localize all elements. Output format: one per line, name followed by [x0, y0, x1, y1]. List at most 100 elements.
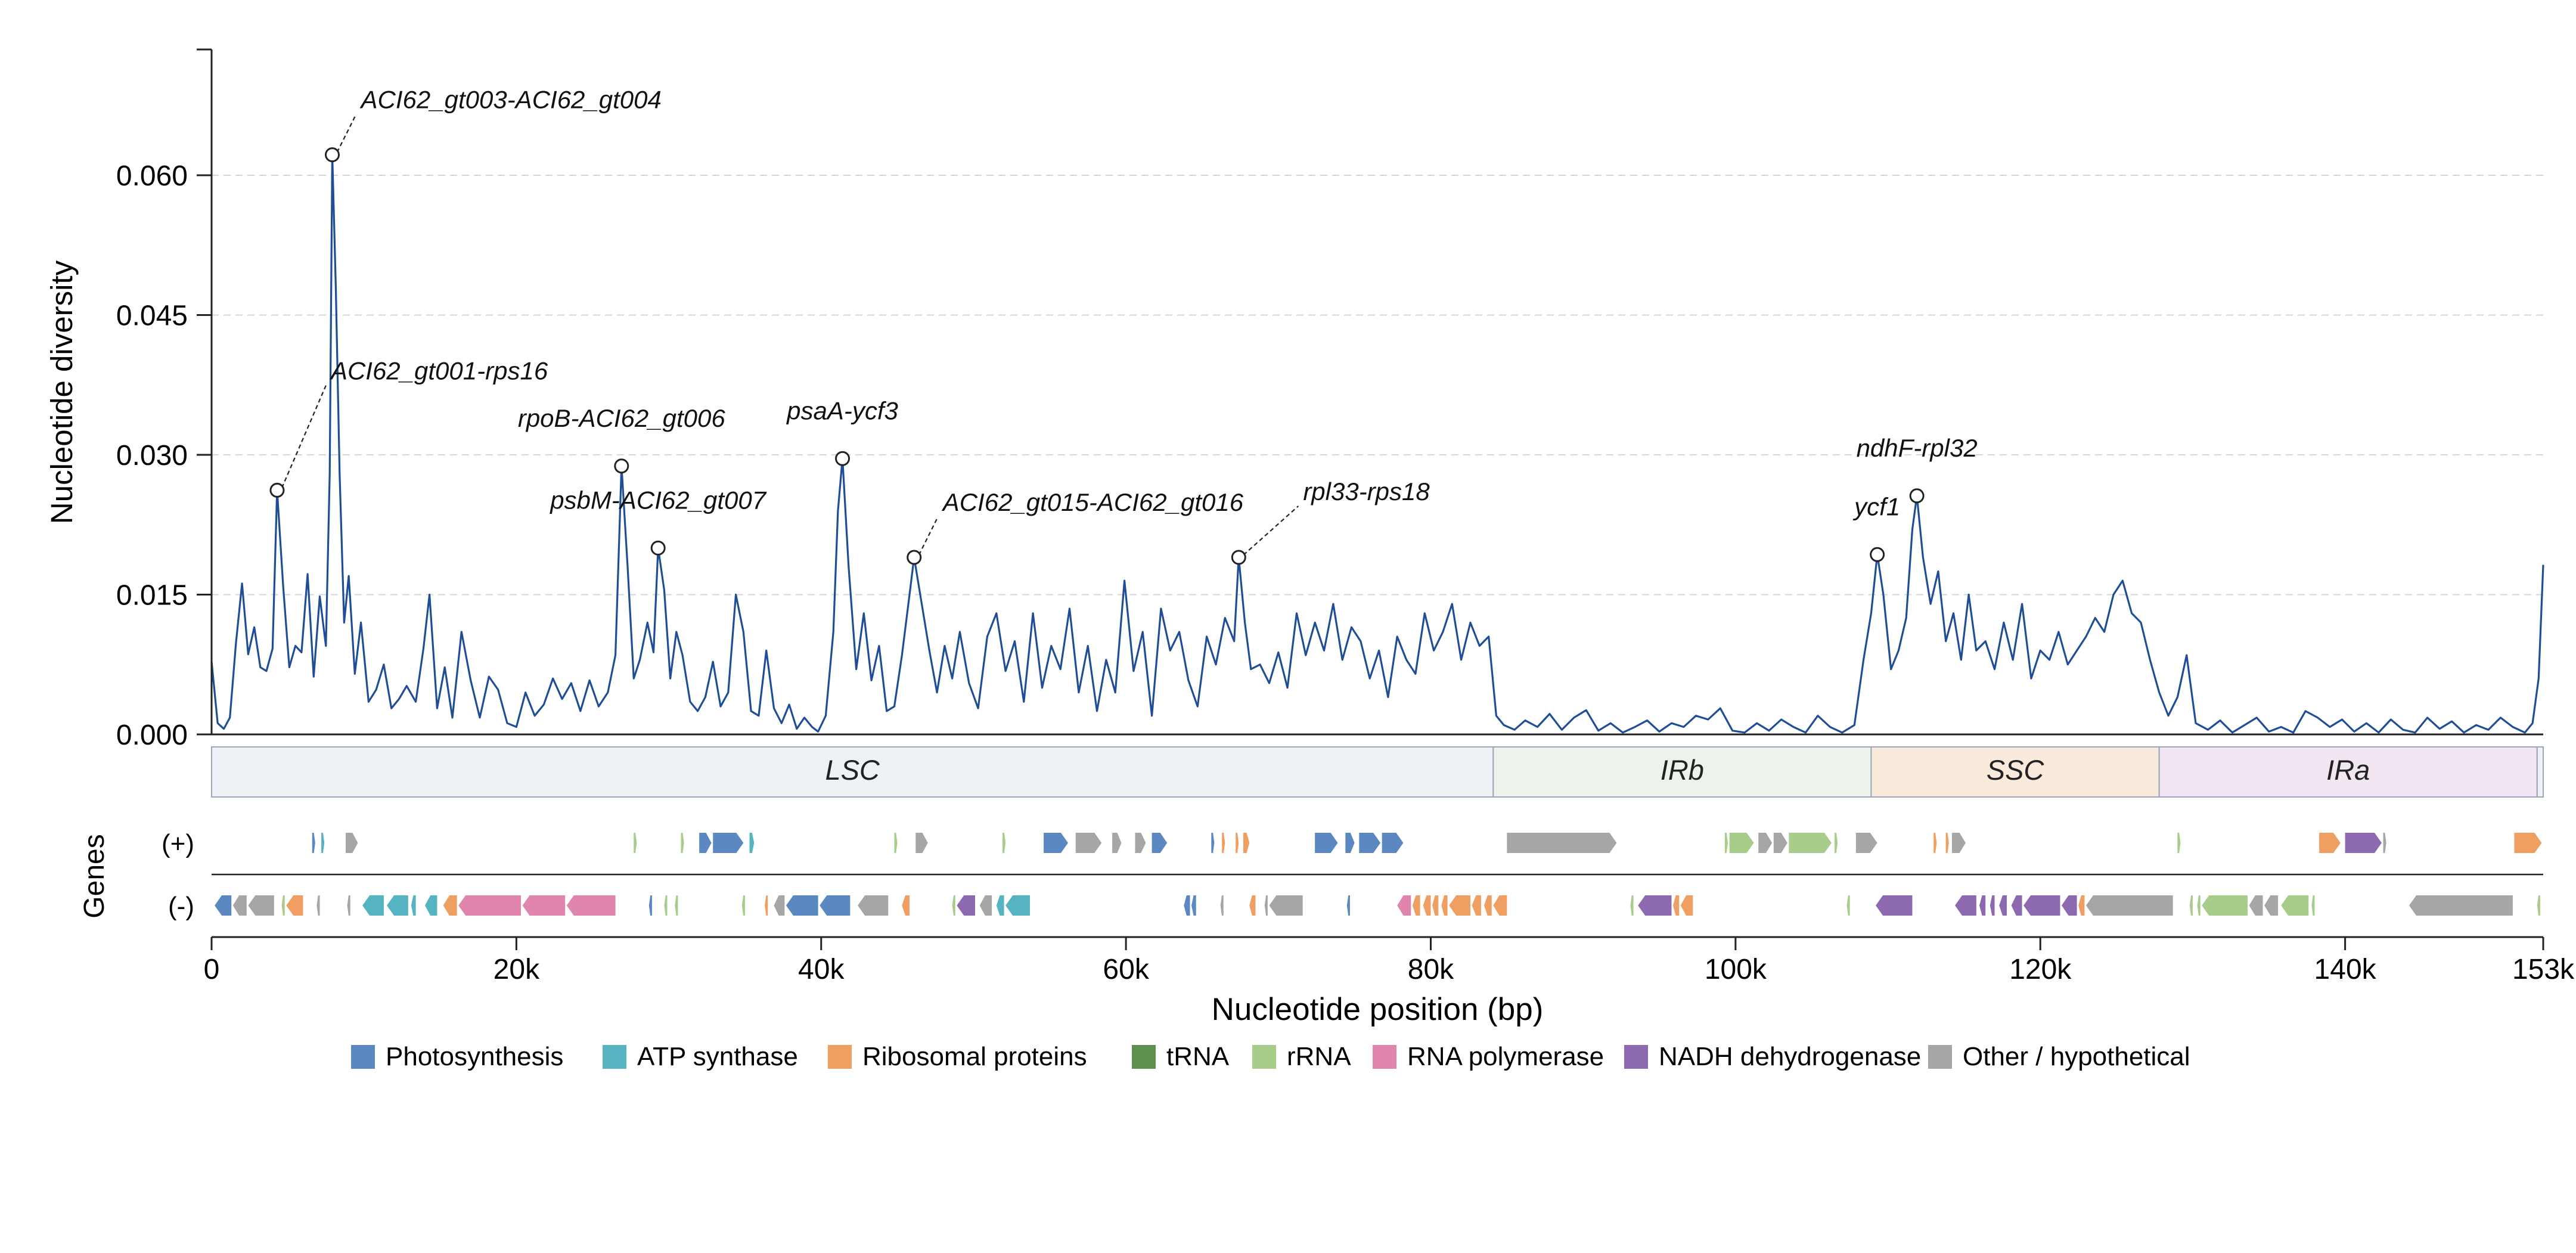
region-track: LSC IRb SSC IRa: [211, 746, 2544, 798]
gene-arrow: [1955, 895, 1976, 916]
gene-arrow: [1075, 833, 1102, 853]
gene-arrow: [566, 895, 616, 916]
peak-label: rpl33-rps18: [1303, 477, 1430, 505]
peak-marker: [650, 540, 666, 556]
y-tick-label: 0.030: [116, 440, 188, 472]
gene-arrow: [1359, 833, 1381, 853]
gene-arrow: [699, 833, 712, 853]
genes-track-title: Genes: [79, 834, 110, 918]
region-label: IRa: [2326, 754, 2370, 786]
peak-marker: [1231, 550, 1246, 565]
gene-arrow: [2023, 895, 2060, 916]
gene-arrow: [2197, 895, 2201, 916]
gene-arrow: [741, 895, 745, 916]
gene-arrow: [1933, 833, 1937, 853]
gene-arrow: [1003, 833, 1006, 853]
gene-arrow: [675, 895, 678, 916]
legend-swatch: [1132, 1045, 1156, 1069]
gene-arrow: [387, 895, 408, 916]
gene-arrow: [1315, 833, 1338, 853]
peak-annotations: ACI62_gt003-ACI62_gt004 ACI62_gt001-rps16…: [269, 86, 1978, 565]
x-tick-label: 80k: [1408, 954, 1454, 985]
gene-arrow: [2062, 895, 2077, 916]
gene-arrow: [774, 895, 785, 916]
region-band: [1870, 746, 2160, 798]
gene-arrow: [2189, 895, 2193, 916]
gene-track: (+) (-): [162, 829, 2542, 921]
gene-arrow: [765, 895, 768, 916]
legend-swatch: [603, 1045, 626, 1069]
gene-arrow: [1044, 833, 1068, 853]
gene-arrow: [1397, 895, 1411, 916]
gene-arrow: [1990, 895, 1995, 916]
gene-arrow: [1236, 833, 1239, 853]
peak-leader-line: [918, 516, 939, 556]
gene-arrow: [1135, 833, 1146, 853]
legend-swatch: [1624, 1045, 1648, 1069]
strand-label: (-): [168, 892, 194, 921]
gene-arrow: [1345, 833, 1355, 853]
gene-arrow: [2409, 895, 2513, 916]
gene-arrow: [2345, 833, 2382, 853]
gene-arrow: [281, 895, 285, 916]
gene-arrow: [952, 895, 955, 916]
gene-arrow: [2281, 895, 2309, 916]
peak-marker: [835, 451, 851, 466]
gene-arrow: [248, 895, 274, 916]
y-tick-label: 0.045: [116, 300, 188, 332]
gene-arrow: [2264, 895, 2279, 916]
legend: Photosynthesis ATP synthase Ribosomal prot…: [351, 1042, 2190, 1071]
peak-label: ndhF-rpl32: [1857, 434, 1978, 462]
gene-arrow: [681, 833, 684, 853]
gene-arrow: [522, 895, 566, 916]
gene-arrow: [458, 895, 522, 916]
legend-label: ATP synthase: [637, 1042, 798, 1071]
diversity-line: [210, 154, 2544, 734]
gene-arrow: [1945, 833, 1949, 853]
peak-marker: [1870, 547, 1885, 562]
gene-arrow: [2383, 833, 2386, 853]
gene-arrow: [1152, 833, 1168, 853]
gene-arrow: [2085, 895, 2173, 916]
x-tick-label: 140k: [2314, 954, 2377, 985]
gene-arrow: [321, 833, 325, 853]
strand-label: (+): [162, 829, 194, 858]
gene-arrow: [1493, 895, 1507, 916]
gene-arrow: [411, 895, 416, 916]
gene-arrow: [1507, 833, 1617, 853]
x-tick-label: 120k: [2009, 954, 2072, 985]
gene-arrow: [1249, 895, 1256, 916]
peak-leader-line: [1243, 505, 1299, 556]
legend-label: tRNA: [1166, 1042, 1230, 1071]
gene-arrow: [2177, 833, 2181, 853]
peak-marker: [325, 147, 340, 163]
peak-label: psaA-ycf3: [786, 396, 898, 424]
legend-label: Other / hypothetical: [1963, 1042, 2190, 1071]
gene-arrow: [1441, 895, 1448, 916]
legend-swatch: [828, 1045, 852, 1069]
gene-arrow: [1222, 833, 1225, 853]
legend-label: Ribosomal proteins: [862, 1042, 1087, 1071]
legend-label: Photosynthesis: [386, 1042, 563, 1071]
gene-arrow: [749, 833, 755, 853]
gene-arrow: [1449, 895, 1470, 916]
gene-arrow: [1855, 833, 1877, 853]
gene-arrow: [1638, 895, 1672, 916]
gene-arrow: [820, 895, 851, 916]
peak-label: ACI62_gt015-ACI62_gt016: [941, 488, 1244, 516]
region-band: [1492, 746, 1872, 798]
gene-arrow: [1673, 895, 1680, 916]
gene-arrow: [286, 895, 303, 916]
gene-arrow: [996, 895, 1004, 916]
gene-arrow: [2319, 833, 2341, 853]
gene-arrow: [634, 833, 637, 853]
gene-arrow: [648, 895, 652, 916]
region-label: IRb: [1661, 754, 1704, 786]
x-ticks: 0 20k 40k 60k 80k 100k 120k 140k 153k: [204, 937, 2575, 985]
gene-arrow: [443, 895, 457, 916]
gene-arrow: [1005, 895, 1031, 916]
gene-arrow: [1835, 833, 1838, 853]
gene-arrow: [347, 895, 350, 916]
gene-arrow: [424, 895, 437, 916]
gene-arrow: [1220, 895, 1224, 916]
